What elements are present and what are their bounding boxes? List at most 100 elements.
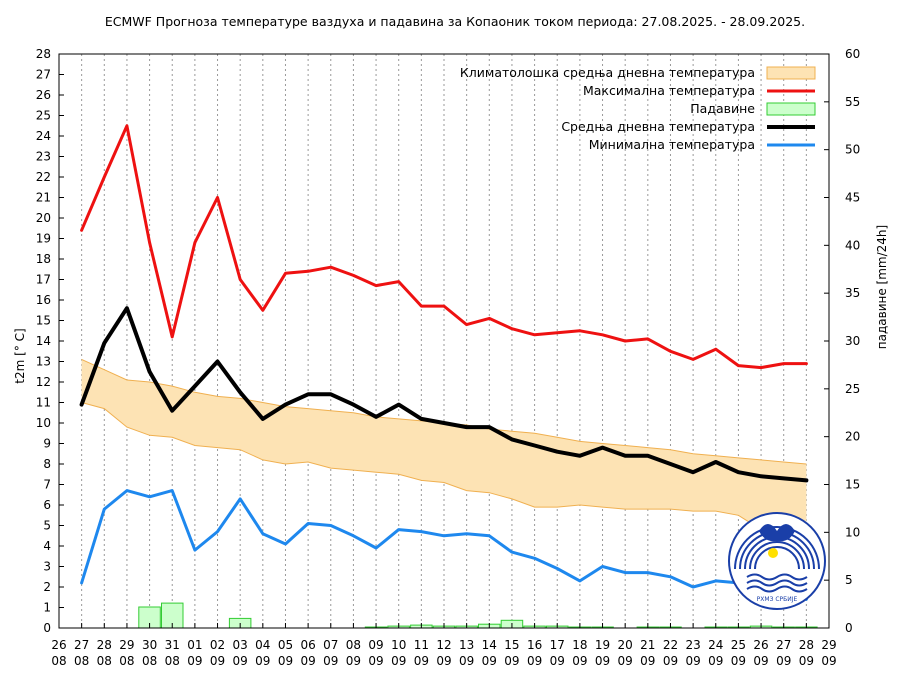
x-tick-month: 09 [708, 654, 723, 668]
x-tick-day: 17 [550, 638, 565, 652]
y-tick-label: 15 [36, 314, 51, 328]
x-tick-day: 03 [233, 638, 248, 652]
series-line [79, 306, 809, 483]
legend-label: Климатолошка средња дневна температура [460, 65, 755, 80]
climatology-lower-edge [81, 402, 807, 537]
y-tick-label: 0 [43, 621, 51, 635]
logo-wave [746, 573, 808, 581]
logo-cloud [759, 524, 795, 542]
y2-tick-label: 15 [845, 478, 860, 492]
axes: 0123456789101112131415161718192021222324… [36, 47, 861, 668]
legend-swatch [766, 66, 816, 80]
y-tick-label: 21 [36, 191, 51, 205]
x-tick-day: 27 [776, 638, 791, 652]
y2-tick-label: 30 [845, 334, 860, 348]
logo-arc [734, 526, 820, 570]
x-tick-month: 09 [459, 654, 474, 668]
x-tick-month: 08 [142, 654, 157, 668]
y-tick-label: 2 [43, 580, 51, 594]
y-tick-label: 9 [43, 437, 51, 451]
x-tick-month: 09 [255, 654, 270, 668]
y2-tick-label: 55 [845, 95, 860, 109]
x-tick-day: 28 [799, 638, 814, 652]
x-tick-month: 09 [210, 654, 225, 668]
x-tick-day: 25 [731, 638, 746, 652]
logo-arc [754, 546, 800, 570]
legend-label: Максимална температура [583, 83, 755, 98]
x-tick-month: 09 [663, 654, 678, 668]
y-tick-label: 16 [36, 293, 51, 307]
y-tick-label: 13 [36, 355, 51, 369]
x-tick-month: 09 [550, 654, 565, 668]
x-tick-month: 09 [685, 654, 700, 668]
climatology-band-area [81, 359, 807, 536]
legend-label: Средња дневна температура [561, 119, 755, 134]
x-tick-month: 09 [640, 654, 655, 668]
y-tick-label: 1 [43, 601, 51, 615]
legend: Климатолошка средња дневна температура Ма… [460, 65, 816, 152]
x-tick-month: 09 [187, 654, 202, 668]
x-tick-day: 01 [187, 638, 202, 652]
legend-swatch [766, 102, 816, 116]
x-tick-month: 08 [51, 654, 66, 668]
x-tick-month: 08 [165, 654, 180, 668]
x-tick-month: 09 [618, 654, 633, 668]
y-tick-label: 11 [36, 396, 51, 410]
y2-tick-label: 40 [845, 238, 860, 252]
x-tick-month: 09 [414, 654, 429, 668]
y-tick-label: 27 [36, 68, 51, 82]
x-tick-month: 09 [482, 654, 497, 668]
x-tick-day: 22 [663, 638, 678, 652]
series-lines [79, 124, 809, 601]
series-line [80, 489, 808, 601]
x-tick-month: 08 [97, 654, 112, 668]
x-tick-day: 29 [821, 638, 836, 652]
x-tick-month: 09 [300, 654, 315, 668]
x-tick-month: 09 [368, 654, 383, 668]
y-tick-label: 18 [36, 252, 51, 266]
x-tick-day: 29 [119, 638, 134, 652]
logo-wave [746, 585, 808, 593]
chart-title: ECMWF Прогноза температуре ваздуха и пад… [104, 14, 806, 29]
y-tick-label: 8 [43, 457, 51, 471]
x-tick-day: 21 [640, 638, 655, 652]
x-tick-month: 09 [776, 654, 791, 668]
x-tick-day: 13 [459, 638, 474, 652]
y-tick-label: 23 [36, 150, 51, 164]
x-tick-month: 09 [799, 654, 814, 668]
logo-sun [768, 548, 778, 558]
x-tick-day: 27 [74, 638, 89, 652]
x-tick-day: 05 [278, 638, 293, 652]
y2-tick-label: 20 [845, 430, 860, 444]
y-tick-label: 10 [36, 416, 51, 430]
y2-tick-label: 45 [845, 191, 860, 205]
x-tick-day: 31 [165, 638, 180, 652]
y-tick-label: 17 [36, 273, 51, 287]
x-tick-day: 11 [414, 638, 429, 652]
legend-label: Минимална температура [589, 137, 755, 152]
y-tick-label: 19 [36, 232, 51, 246]
x-tick-day: 18 [572, 638, 587, 652]
x-tick-month: 09 [731, 654, 746, 668]
x-tick-day: 08 [346, 638, 361, 652]
rhmz-logo: РХМЗ СРБИЈЕ [728, 512, 826, 610]
y-tick-label: 6 [43, 498, 51, 512]
x-tick-month: 09 [323, 654, 338, 668]
y2-tick-label: 0 [845, 621, 853, 635]
x-tick-day: 23 [685, 638, 700, 652]
x-tick-month: 09 [391, 654, 406, 668]
x-tick-day: 15 [504, 638, 519, 652]
grid-lines [81, 54, 807, 628]
x-tick-month: 09 [504, 654, 519, 668]
y-tick-label: 20 [36, 211, 51, 225]
y2-tick-label: 25 [845, 382, 860, 396]
x-tick-day: 19 [595, 638, 610, 652]
x-tick-month: 09 [595, 654, 610, 668]
y-tick-label: 7 [43, 478, 51, 492]
y-tick-label: 3 [43, 560, 51, 574]
x-tick-day: 30 [142, 638, 157, 652]
y-tick-label: 22 [36, 170, 51, 184]
x-tick-month: 09 [527, 654, 542, 668]
y-tick-label: 12 [36, 375, 51, 389]
y2-axis-label: падавине [mm/24h] [875, 225, 889, 349]
